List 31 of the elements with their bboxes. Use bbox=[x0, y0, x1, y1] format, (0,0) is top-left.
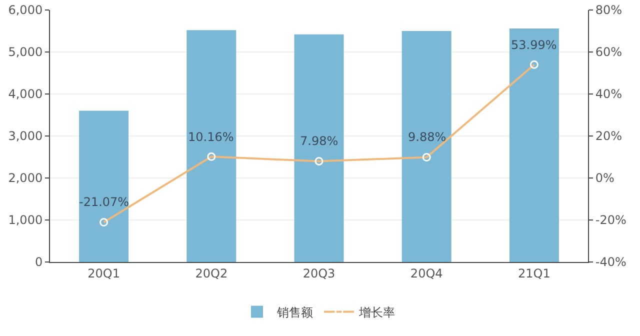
y2-tick-label: 0% bbox=[595, 171, 614, 186]
x-tick-label: 20Q1 bbox=[88, 266, 120, 280]
y-tick-label: 3,000 bbox=[8, 129, 43, 144]
y2-tick-label: 80% bbox=[595, 3, 622, 18]
y2-tick-label: -20% bbox=[595, 213, 626, 228]
y-tick-label: 6,000 bbox=[8, 3, 43, 18]
data-label: 10.16% bbox=[188, 130, 234, 144]
y2-tick-label: 20% bbox=[595, 129, 622, 144]
data-label: 9.88% bbox=[408, 130, 446, 144]
y-tick-label: 0 bbox=[34, 255, 43, 270]
y2-tick-label: -40% bbox=[595, 255, 626, 270]
x-tick-label: 20Q2 bbox=[195, 266, 228, 280]
bar bbox=[79, 110, 129, 262]
y2-tick-label: 60% bbox=[595, 45, 622, 60]
y-tick-label: 1,000 bbox=[8, 213, 43, 228]
x-tick-label: 20Q3 bbox=[302, 266, 336, 280]
data-label: 53.99% bbox=[511, 38, 557, 52]
bar bbox=[509, 28, 559, 262]
bar bbox=[402, 31, 452, 262]
y-tick-label: 4,000 bbox=[8, 87, 43, 102]
legend-label: 销售额 bbox=[276, 305, 313, 320]
y-tick-label: 5,000 bbox=[8, 45, 43, 60]
bar bbox=[186, 30, 236, 262]
bar bbox=[294, 34, 344, 262]
y-tick-label: 2,000 bbox=[8, 171, 43, 186]
x-tick-label: 21Q1 bbox=[518, 266, 550, 280]
x-tick-label: 20Q4 bbox=[410, 266, 443, 280]
data-label: -21.07% bbox=[79, 195, 130, 209]
y2-tick-label: 40% bbox=[595, 87, 622, 102]
data-label: 7.98% bbox=[300, 134, 338, 148]
legend-label: 增长率 bbox=[358, 305, 395, 320]
